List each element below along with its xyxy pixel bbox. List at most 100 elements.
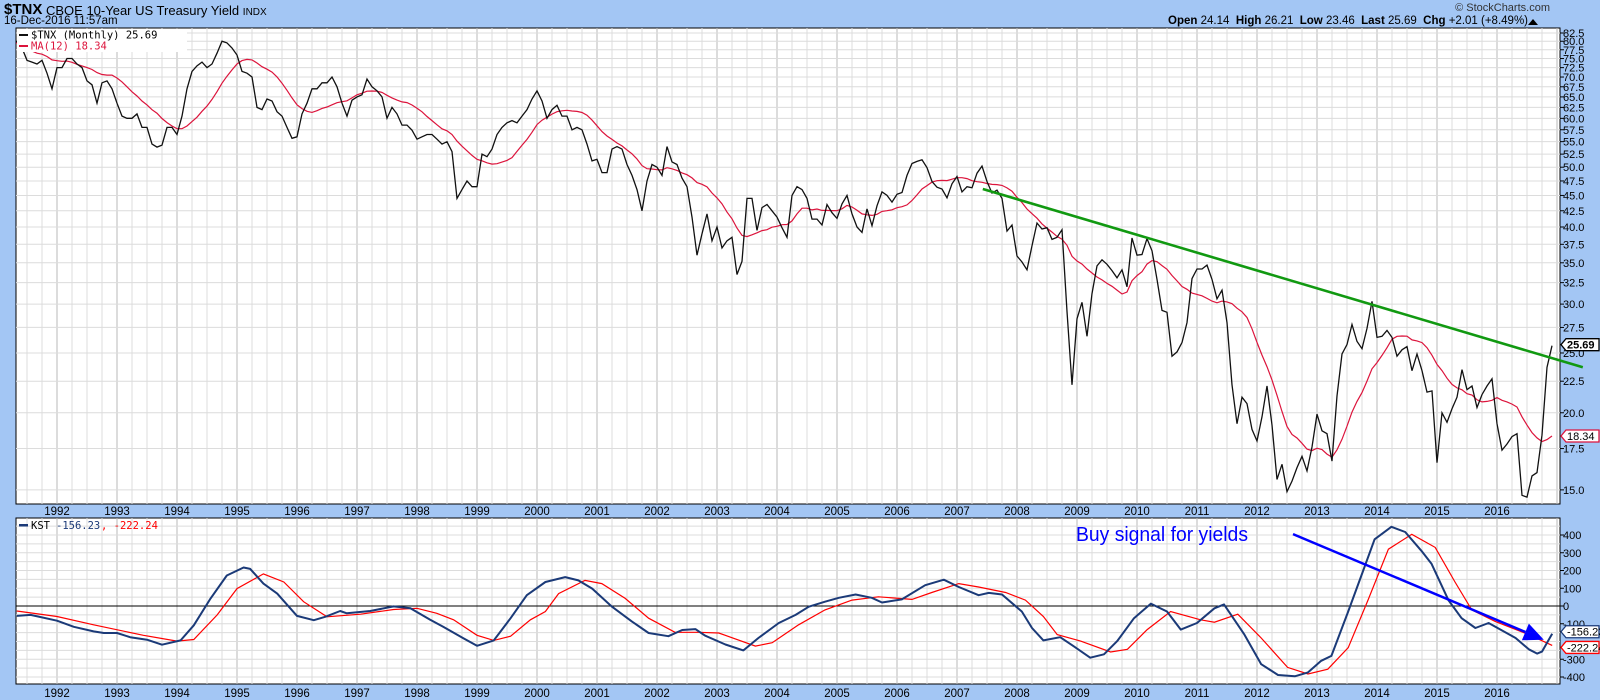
kst-plot (16, 525, 1560, 678)
x-tick-label: 1993 (104, 506, 130, 518)
price-last-tag-box (1560, 338, 1600, 352)
high-label: High (1235, 15, 1262, 27)
x-tick-label: 2000 (524, 688, 550, 700)
x-tick-label: 1997 (344, 506, 370, 518)
y-tick-label: 300 (1563, 548, 1581, 560)
y-tick-label: 57.5 (1563, 125, 1584, 137)
price-last-tag: 25.69 (1567, 340, 1595, 352)
x-tick-label: 1994 (164, 688, 190, 700)
copyright: © StockCharts.com (1455, 2, 1550, 14)
x-tick-label: 2016 (1484, 506, 1510, 518)
x-tick-label: 1996 (284, 506, 310, 518)
x-tick-label: 2002 (644, 506, 670, 518)
y-tick-label: 32.5 (1563, 278, 1584, 290)
y-tick-label: 27.5 (1563, 322, 1584, 334)
kst-panel (15, 517, 1561, 685)
ma-line (16, 42, 1553, 459)
x-tick-label: 1992 (44, 506, 70, 518)
y-tick-label: 60.0 (1563, 113, 1584, 125)
chg-label: Chg (1423, 15, 1446, 27)
y-tick-label: 40.0 (1563, 222, 1584, 234)
trendline (982, 187, 1584, 369)
x-tick-label: 1994 (164, 506, 190, 518)
kst-last-tag-box (1560, 625, 1600, 639)
x-tick-label: 1996 (284, 688, 310, 700)
price-legend-swatch (19, 34, 28, 36)
arrowhead-icon (1521, 623, 1544, 641)
y-tick-label: 70.0 (1563, 72, 1584, 84)
price-legend: $TNX (Monthly) 25.69 MA(12) 18.34 (17, 29, 187, 53)
x-tick-label: 2003 (704, 688, 730, 700)
y-tick-label: 15.0 (1563, 485, 1584, 497)
kst-line (16, 525, 1554, 678)
y-tick-label: 17.5 (1563, 444, 1584, 456)
axes: 82.580.077.575.072.570.067.565.062.560.0… (44, 28, 1585, 700)
y-tick-label: 72.5 (1563, 63, 1584, 75)
kst-signal-line (16, 533, 1553, 675)
y-tick-label: 200 (1563, 566, 1581, 578)
kst-legend: KST -156.23 , -222.24 (19, 520, 158, 532)
y-tick-label: 400 (1563, 530, 1581, 542)
x-tick-label: 1993 (104, 688, 130, 700)
x-tick-label: 2015 (1424, 688, 1450, 700)
price-grid (16, 28, 1560, 504)
triangle-up-icon (1528, 19, 1538, 25)
annotation-text: Buy signal for yields (1076, 524, 1248, 546)
symbol: $TNX (4, 1, 43, 18)
price-legend-text: $TNX (Monthly) 25.69 (31, 30, 157, 42)
x-tick-label: 2001 (584, 688, 610, 700)
open-label: Open (1168, 15, 1198, 27)
x-tick-label: 2014 (1364, 506, 1390, 518)
open-value: 24.14 (1200, 15, 1230, 27)
kst-signal-legend-value: , -222.24 (101, 520, 158, 532)
y-tick-label: 20.0 (1563, 408, 1584, 420)
x-tick-label: 2004 (764, 506, 790, 518)
y-tick-label: -300 (1563, 654, 1585, 666)
x-tick-label: 2006 (884, 688, 910, 700)
y-tick-label: 67.5 (1563, 82, 1584, 94)
x-tick-label: 2008 (1004, 506, 1030, 518)
y-tick-label: 75.0 (1563, 54, 1584, 66)
trendline-layer (982, 187, 1584, 369)
x-tick-label: 1995 (224, 506, 250, 518)
last-label: Last (1361, 15, 1385, 27)
y-tick-label: 37.5 (1563, 239, 1584, 251)
x-tick-label: 2010 (1124, 506, 1150, 518)
y-tick-label: 50.0 (1563, 162, 1584, 174)
x-tick-label: 2013 (1304, 688, 1330, 700)
x-tick-label: 2001 (584, 506, 610, 518)
x-tick-label: 1992 (44, 688, 70, 700)
x-tick-label: 2005 (824, 506, 850, 518)
exchange: INDX (242, 7, 267, 18)
ma-legend-text: MA(12) 18.34 (31, 41, 107, 53)
y-tick-label: 80.0 (1563, 36, 1584, 48)
y-tick-label: 100 (1563, 583, 1581, 595)
x-tick-label: 2007 (944, 506, 970, 518)
x-tick-label: 2003 (704, 506, 730, 518)
x-tick-label: 1999 (464, 688, 490, 700)
x-tick-label: 2000 (524, 506, 550, 518)
price-panel (15, 27, 1561, 505)
y-tick-label: 55.0 (1563, 137, 1584, 149)
x-tick-label: 2005 (824, 688, 850, 700)
x-tick-label: 2010 (1124, 688, 1150, 700)
x-tick-label: 2011 (1185, 688, 1210, 700)
security-name-text: CBOE 10-Year US Treasury Yield (46, 3, 240, 18)
x-tick-label: 1999 (464, 506, 490, 518)
y-tick-label: 22.5 (1563, 376, 1584, 388)
y-tick-label: 62.5 (1563, 102, 1584, 114)
price-plot (16, 40, 1553, 498)
ohlc-summary: Open 24.14 High 26.21 Low 23.46 Last 25.… (1168, 15, 1528, 27)
low-value: 23.46 (1325, 15, 1355, 27)
x-tick-label: 2008 (1004, 688, 1030, 700)
y-tick-label: 77.5 (1563, 45, 1584, 57)
y-tick-label: 47.5 (1563, 176, 1584, 188)
value-tags: 25.69 18.34 -156.23 -222.24 (1560, 338, 1600, 654)
chart-datetime: 16-Dec-2016 11:57am (4, 15, 118, 27)
price-line (16, 40, 1553, 498)
x-tick-label: 2009 (1064, 506, 1090, 518)
x-tick-label: 2014 (1364, 688, 1390, 700)
x-tick-label: 2011 (1185, 506, 1210, 518)
x-tick-label: 2002 (644, 688, 670, 700)
